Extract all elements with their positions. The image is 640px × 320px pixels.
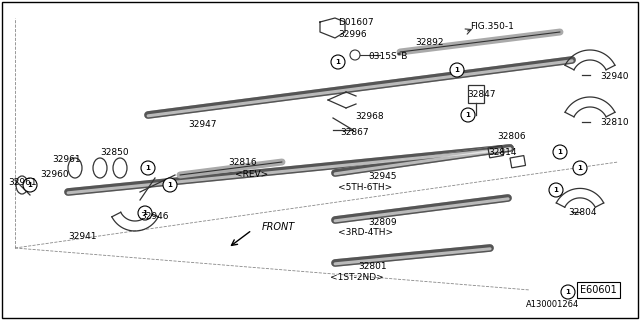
Circle shape [141, 161, 155, 175]
Text: <1ST-2ND>: <1ST-2ND> [330, 273, 384, 282]
Text: 32996: 32996 [338, 30, 367, 39]
Circle shape [138, 206, 152, 220]
Text: 32810: 32810 [600, 118, 628, 127]
Text: 1: 1 [28, 182, 33, 188]
Text: A130001264: A130001264 [526, 300, 579, 309]
Text: 32867: 32867 [340, 128, 369, 137]
Text: 1: 1 [168, 182, 172, 188]
Text: 1: 1 [577, 165, 582, 171]
Text: 32801: 32801 [358, 262, 387, 271]
Text: 1: 1 [143, 210, 147, 216]
Text: 1: 1 [145, 165, 150, 171]
Circle shape [561, 285, 575, 299]
Text: FIG.350-1: FIG.350-1 [470, 22, 514, 31]
Bar [488, 146, 504, 158]
Text: 32940: 32940 [600, 72, 628, 81]
Text: 32814: 32814 [488, 148, 516, 157]
Text: 32806: 32806 [497, 132, 525, 141]
Text: 32804: 32804 [568, 208, 596, 217]
Bar [510, 156, 525, 168]
Text: 1: 1 [465, 112, 470, 118]
Text: 32941: 32941 [68, 232, 97, 241]
Text: 32961: 32961 [52, 155, 81, 164]
Text: 32968: 32968 [355, 112, 383, 121]
Circle shape [549, 183, 563, 197]
Text: 32816: 32816 [228, 158, 257, 167]
Text: <REV>: <REV> [235, 170, 268, 179]
Text: 1: 1 [335, 59, 340, 65]
Text: E60601: E60601 [580, 285, 617, 295]
Text: 1: 1 [566, 289, 570, 295]
Text: <5TH-6TH>: <5TH-6TH> [338, 183, 392, 192]
Circle shape [553, 145, 567, 159]
Circle shape [461, 108, 475, 122]
Circle shape [331, 55, 345, 69]
Circle shape [573, 161, 587, 175]
Text: 32961: 32961 [8, 178, 36, 187]
Text: 32892: 32892 [415, 38, 444, 47]
Text: 32847: 32847 [467, 90, 495, 99]
Text: FRONT: FRONT [262, 222, 295, 232]
Text: 32945: 32945 [368, 172, 397, 181]
Circle shape [163, 178, 177, 192]
Text: 32947: 32947 [188, 120, 216, 129]
Text: 1: 1 [557, 149, 563, 155]
Text: 1: 1 [454, 67, 460, 73]
Circle shape [450, 63, 464, 77]
Text: <3RD-4TH>: <3RD-4TH> [338, 228, 393, 237]
Text: 32960: 32960 [40, 170, 68, 179]
Text: 0315S*B: 0315S*B [368, 52, 408, 61]
Circle shape [23, 178, 37, 192]
Text: 1: 1 [554, 187, 559, 193]
Text: 32809: 32809 [368, 218, 397, 227]
Text: 32850: 32850 [100, 148, 129, 157]
Text: D01607: D01607 [338, 18, 374, 27]
Bar [468, 85, 484, 103]
Text: 32946: 32946 [140, 212, 168, 221]
